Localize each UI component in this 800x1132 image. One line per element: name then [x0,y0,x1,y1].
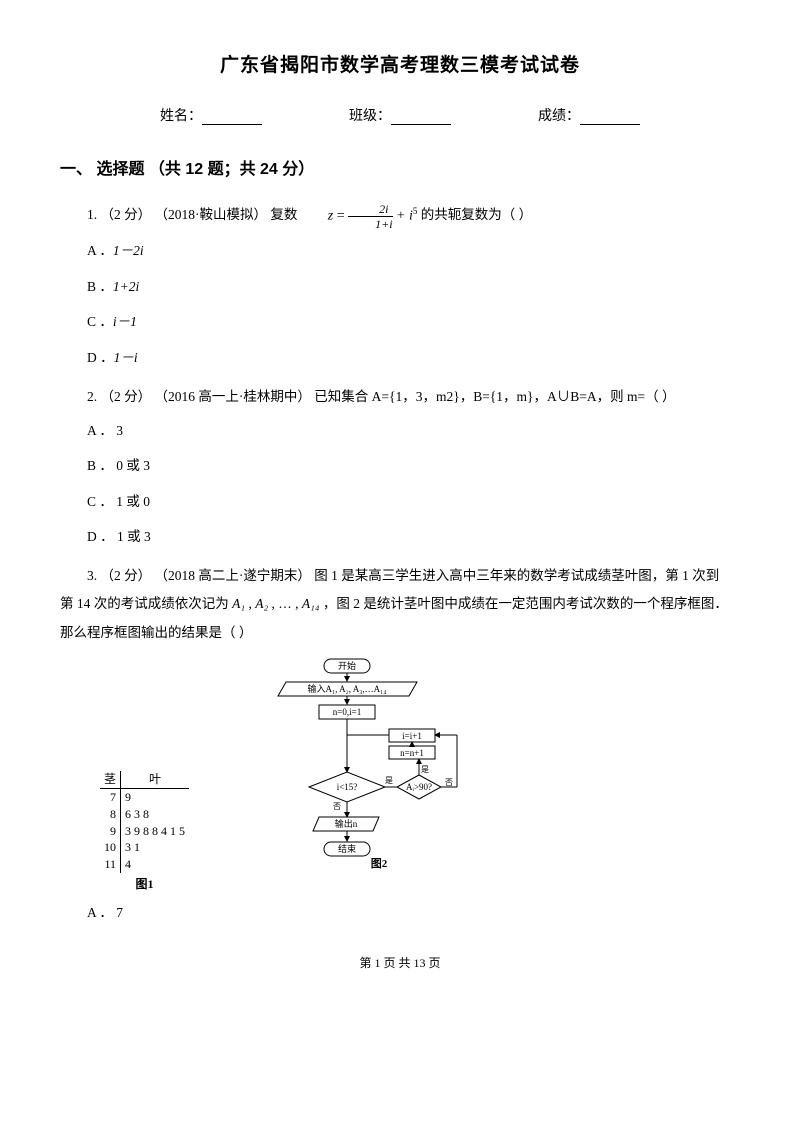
q1-stem-pre: 1. （2 分） （2018·鞍山模拟） 复数 [87,207,301,222]
q2-option-c[interactable]: C ． 1 或 0 [60,491,740,513]
class-label: 班级： [349,105,391,125]
exam-page: 广东省揭阳市数学高考理数三模考试试卷 姓名： 班级： 成绩： 一、 选择题 （共… [0,0,800,1001]
svg-text:n=n+1: n=n+1 [400,748,424,758]
q3-line2-pre: 第 14 次的考试成绩依次记为 [60,596,232,611]
class-blank[interactable] [391,110,451,125]
q3-line1: 3. （2 分） （2018 高二上·遂宁期末） 图 1 是某高三学生进入高中三… [87,568,719,583]
svg-text:结束: 结束 [338,843,356,854]
name-blank[interactable] [202,110,262,125]
question-3: 3. （2 分） （2018 高二上·遂宁期末） 图 1 是某高三学生进入高中三… [60,562,740,647]
question-1: 1. （2 分） （2018·鞍山模拟） 复数 z = 2i1+i + i5 的… [60,201,740,230]
q1-formula: z = 2i1+i + i5 [301,202,418,231]
page-title: 广东省揭阳市数学高考理数三模考试试卷 [60,50,740,77]
question-2: 2. （2 分） （2016 高一上·桂林期中） 已知集合 A={1，3，m2}… [60,383,740,410]
section-heading: 一、 选择题 （共 12 题；共 24 分） [60,155,740,179]
svg-text:输入A₁, A₂, A₃,…A₁₄: 输入A₁, A₂, A₃,…A₁₄ [308,683,387,694]
stem-leaf-plot: 茎 叶 79 86 3 8 93 9 8 8 4 1 5 103 1 114 图… [100,771,189,892]
svg-text:n=0,i=1: n=0,i=1 [333,707,361,717]
name-label: 姓名： [160,105,202,125]
svg-text:图2: 图2 [371,857,388,870]
q1-option-c[interactable]: C ．i－1 [60,311,740,333]
q3-line2-post: ，图 2 是统计茎叶图中成绩在一定范围内考试次数的一个程序框图． [323,596,728,611]
q1-option-a[interactable]: A ．1－2i [60,240,740,262]
header-fields: 姓名： 班级： 成绩： [60,105,740,125]
figures-row: 茎 叶 79 86 3 8 93 9 8 8 4 1 5 103 1 114 图… [100,657,740,892]
svg-text:是: 是 [421,765,429,774]
svg-text:Aᵢ>90?: Aᵢ>90? [406,782,432,792]
svg-text:否: 否 [333,802,341,811]
q1-stem-post: 的共轭复数为（ ） [421,207,532,222]
fig1-label: 图1 [100,875,189,892]
svg-text:输出n: 输出n [335,818,358,829]
svg-text:i<15?: i<15? [337,782,358,792]
stem-leaf-table: 茎 叶 79 86 3 8 93 9 8 8 4 1 5 103 1 114 [100,771,189,873]
q1-option-d[interactable]: D ．1－i [60,347,740,369]
score-blank[interactable] [580,110,640,125]
q2-option-b[interactable]: B ． 0 或 3 [60,455,740,477]
svg-text:开始: 开始 [338,660,356,671]
flowchart: 开始 输入A₁, A₂, A₃,…A₁₄ n=0,i=1 i=i+1 n=n+ [239,657,469,892]
svg-text:是: 是 [385,776,393,785]
page-footer: 第 1 页 共 13 页 [60,954,740,971]
q2-option-d[interactable]: D ． 1 或 3 [60,526,740,548]
flowchart-svg: 开始 输入A₁, A₂, A₃,…A₁₄ n=0,i=1 i=i+1 n=n+ [239,657,469,887]
q3-option-a[interactable]: A ． 7 [60,902,740,924]
svg-text:i=i+1: i=i+1 [402,731,422,741]
q1-option-b[interactable]: B ．1+2i [60,276,740,298]
svg-text:否: 否 [445,778,453,787]
score-label: 成绩： [538,105,580,125]
q2-option-a[interactable]: A ． 3 [60,420,740,442]
q3-line3: 那么程序框图输出的结果是（ ） [60,619,740,647]
